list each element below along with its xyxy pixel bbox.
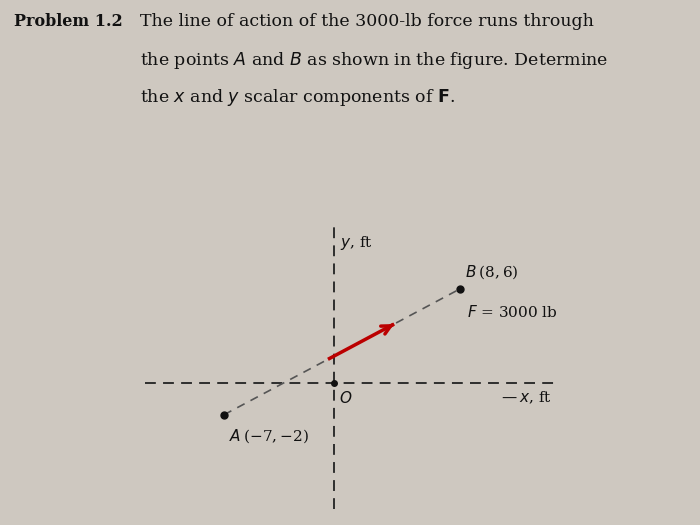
Text: $A$ (−7, −2): $A$ (−7, −2) bbox=[229, 427, 309, 445]
Text: the $x$ and $y$ scalar components of $\mathbf{F}$.: the $x$ and $y$ scalar components of $\m… bbox=[140, 87, 455, 108]
Text: — $x$, ft: — $x$, ft bbox=[501, 390, 552, 406]
Text: $B$ (8, 6): $B$ (8, 6) bbox=[465, 263, 519, 281]
Text: $O$: $O$ bbox=[339, 390, 352, 405]
Text: the points $A$ and $B$ as shown in the figure. Determine: the points $A$ and $B$ as shown in the f… bbox=[140, 50, 608, 71]
Text: Problem 1.2: Problem 1.2 bbox=[14, 13, 122, 30]
Text: $y$, ft: $y$, ft bbox=[340, 234, 372, 251]
Text: The line of action of the 3000-lb force runs through: The line of action of the 3000-lb force … bbox=[140, 13, 594, 30]
Text: $F$ = 3000 lb: $F$ = 3000 lb bbox=[466, 304, 557, 320]
